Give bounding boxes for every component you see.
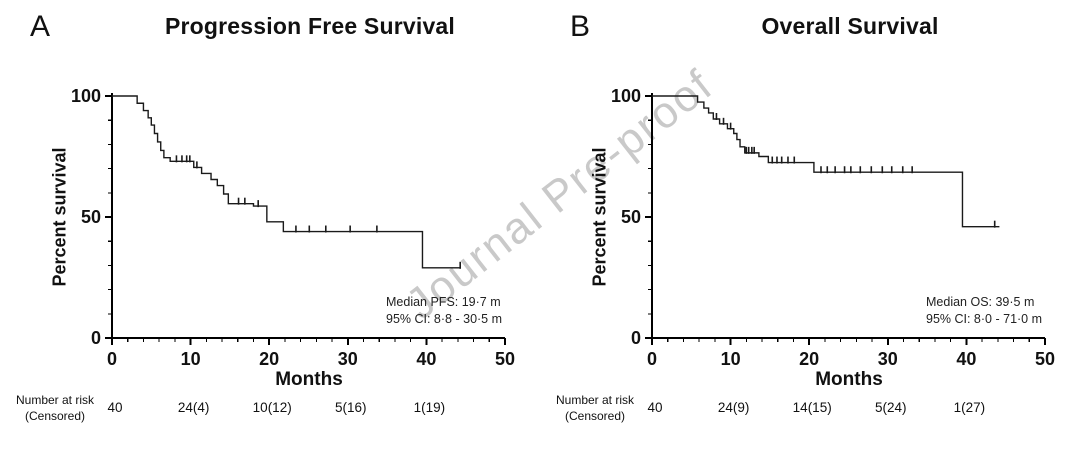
risk-caption-line2: (Censored) bbox=[24, 409, 86, 423]
x-tick-label: 0 bbox=[107, 349, 117, 369]
x-tick-label: 10 bbox=[721, 349, 741, 369]
x-axis-label-pfs: Months bbox=[275, 369, 343, 390]
x-tick-label: 0 bbox=[647, 349, 657, 369]
x-tick-label: 10 bbox=[181, 349, 201, 369]
risk-value: 24(9) bbox=[718, 400, 750, 415]
ci-os-text: 95% CI: 8·0 - 71·0 m bbox=[926, 312, 1043, 326]
y-tick-label: 0 bbox=[91, 328, 101, 348]
risk-value: 1(19) bbox=[414, 400, 446, 415]
risk-caption-os: Number at risk (Censored) bbox=[542, 392, 648, 424]
km-curve bbox=[112, 95, 461, 269]
x-tick-label: 30 bbox=[878, 349, 898, 369]
panel-pfs: 0 10 20 30 40 50 0 50 100 40 24(4) 10(12) 5(16) 1(19)… bbox=[2, 10, 515, 424]
y-tick-label: 50 bbox=[81, 207, 101, 227]
risk-caption-line2: (Censored) bbox=[564, 409, 626, 423]
x-tick-label: 20 bbox=[259, 349, 279, 369]
x-tick-label: 40 bbox=[416, 349, 436, 369]
panel-letter-a: A bbox=[30, 10, 51, 43]
risk-caption-line1: Number at risk bbox=[15, 393, 95, 407]
median-pfs-text: Median PFS: 19·7 m bbox=[386, 295, 501, 309]
x-tick-label: 40 bbox=[956, 349, 976, 369]
risk-value: 5(24) bbox=[875, 400, 907, 415]
annotation-pfs: Median PFS: 19·7 m 95% CI: 8·8 - 30·5 m bbox=[386, 294, 502, 328]
risk-value: 1(27) bbox=[954, 400, 986, 415]
km-plot-os: 0 10 20 30 40 50 0 50 100 40 24(9) 14(15) 5(24) 1(27) bbox=[611, 86, 1055, 415]
risk-value: 14(15) bbox=[793, 400, 832, 415]
panel-letter-b: B bbox=[570, 10, 591, 43]
panel-title-pfs: Progression Free Survival bbox=[164, 13, 456, 39]
km-plot-pfs: 0 10 20 30 40 50 0 50 100 40 24(4) 10(12) 5(16) 1(19) bbox=[71, 86, 515, 415]
y-tick-label: 0 bbox=[631, 328, 641, 348]
risk-value: 24(4) bbox=[178, 400, 210, 415]
y-tick-label: 50 bbox=[621, 207, 641, 227]
risk-value: 40 bbox=[107, 400, 122, 415]
panel-title-os: Overall Survival bbox=[761, 13, 939, 39]
risk-caption-line1: Number at risk bbox=[555, 393, 635, 407]
risk-value: 10(12) bbox=[253, 400, 292, 415]
risk-value: 40 bbox=[647, 400, 662, 415]
ci-pfs-text: 95% CI: 8·8 - 30·5 m bbox=[386, 312, 503, 326]
y-tick-label: 100 bbox=[611, 86, 641, 106]
x-tick-label: 30 bbox=[338, 349, 358, 369]
x-tick-label: 50 bbox=[495, 349, 515, 369]
y-axis-label-pfs: Percent survival bbox=[49, 147, 70, 287]
km-curve bbox=[652, 95, 1000, 228]
risk-value: 5(16) bbox=[335, 400, 367, 415]
y-axis-label-os: Percent survival bbox=[589, 147, 610, 287]
risk-caption-pfs: Number at risk (Censored) bbox=[2, 392, 108, 424]
x-tick-label: 50 bbox=[1035, 349, 1055, 369]
y-tick-label: 100 bbox=[71, 86, 101, 106]
median-os-text: Median OS: 39·5 m bbox=[926, 295, 1035, 309]
annotation-os: Median OS: 39·5 m 95% CI: 8·0 - 71·0 m bbox=[926, 294, 1042, 328]
x-axis-label-os: Months bbox=[815, 369, 883, 390]
panel-os: 0 10 20 30 40 50 0 50 100 40 24(9) 14(15) 5(24) 1(27)… bbox=[540, 0, 1080, 462]
x-tick-label: 20 bbox=[799, 349, 819, 369]
